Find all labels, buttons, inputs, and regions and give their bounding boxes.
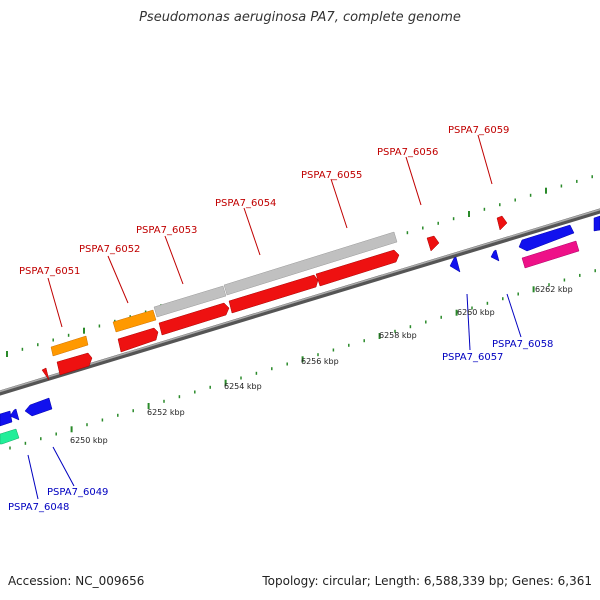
gene-green-6048[interactable] (0, 428, 20, 445)
scale-label-6256: 6256 kbp (301, 357, 339, 366)
gene-red-6059[interactable] (496, 215, 508, 231)
gene-orange-6052[interactable] (112, 309, 157, 333)
gene-label-6048[interactable]: PSPA7_6048 (8, 502, 69, 513)
gene-label-6053[interactable]: PSPA7_6053 (136, 225, 197, 236)
gene-gray-6054[interactable] (223, 231, 398, 296)
scale-label-6260: 6260 kbp (457, 308, 495, 317)
gene-red-6052[interactable] (117, 327, 159, 353)
scale-label-6254: 6254 kbp (224, 382, 262, 391)
feature-track-lower (0, 215, 600, 445)
gene-red-small[interactable] (41, 367, 50, 381)
gene-label-6049[interactable]: PSPA7_6049 (47, 487, 108, 498)
gene-red-6055[interactable] (315, 249, 400, 287)
scale-label-6262: 6262 kbp (535, 285, 573, 294)
gene-blue-small[interactable] (490, 249, 500, 262)
gene-label-6055[interactable]: PSPA7_6055 (301, 170, 362, 181)
gene-blue-6057[interactable] (449, 256, 461, 273)
scale-label-6250: 6250 kbp (70, 436, 108, 445)
gene-label-6058[interactable]: PSPA7_6058 (492, 339, 553, 350)
genome-backbone (0, 208, 600, 396)
gene-blue-6049[interactable] (24, 397, 53, 417)
gene-red-6056[interactable] (426, 235, 440, 252)
scale-ticks-bottom (9, 269, 596, 450)
map-title: Pseudomonas aeruginosa PA7, complete gen… (139, 10, 461, 25)
gene-label-6054[interactable]: PSPA7_6054 (215, 198, 276, 209)
gene-label-6056[interactable]: PSPA7_6056 (377, 147, 438, 158)
gene-label-6051[interactable]: PSPA7_6051 (19, 266, 80, 277)
gene-blue-6058[interactable] (518, 224, 575, 252)
gene-red-6054[interactable] (228, 274, 319, 314)
genome-summary-text: Topology: circular; Length: 6,588,339 bp… (262, 574, 592, 588)
gene-red-6053[interactable] (158, 302, 230, 336)
label-leaders (27, 134, 522, 500)
accession-text: Accession: NC_009656 (8, 574, 145, 588)
feature-track-upper (41, 215, 508, 381)
scale-label-6258: 6258 kbp (379, 331, 417, 340)
gene-label-6057[interactable]: PSPA7_6057 (442, 352, 503, 363)
gene-blue-edge[interactable] (593, 215, 600, 232)
gene-gray-6053[interactable] (153, 285, 227, 318)
gene-orange-6051[interactable] (50, 335, 89, 357)
gene-blue-small-2[interactable] (9, 408, 20, 421)
gene-red-6051[interactable] (56, 352, 93, 376)
gene-label-6059[interactable]: PSPA7_6059 (448, 125, 509, 136)
gene-label-6052[interactable]: PSPA7_6052 (79, 244, 140, 255)
scale-label-6252: 6252 kbp (147, 408, 185, 417)
gene-pink-6058[interactable] (521, 240, 580, 269)
gene-blue-6048[interactable] (0, 410, 13, 427)
